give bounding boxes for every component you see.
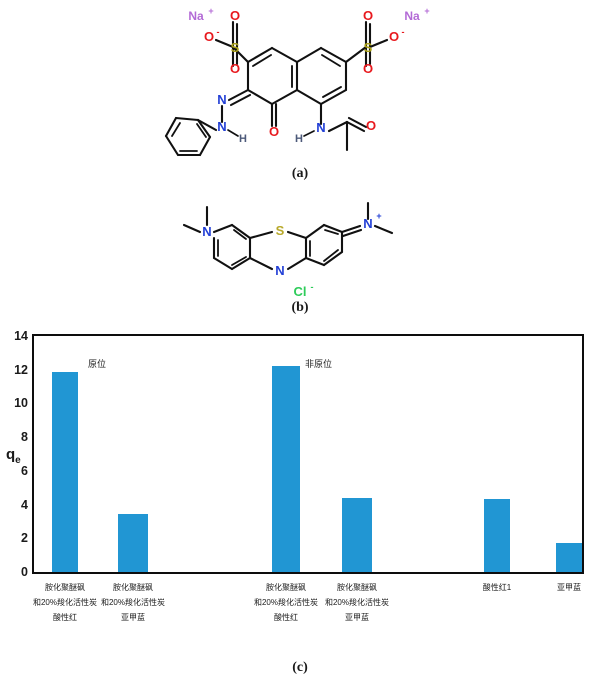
chloride-label: Cl bbox=[294, 284, 307, 299]
y-tick-12: 12 bbox=[14, 362, 28, 377]
amide-oxygen: O bbox=[366, 118, 376, 133]
y-tick-6: 6 bbox=[21, 463, 28, 478]
category-label-6: 亚甲蓝 bbox=[557, 583, 581, 592]
bar-2[interactable] bbox=[118, 513, 148, 572]
azo-nitrogen-lower: N bbox=[217, 119, 226, 134]
sodium-charge-left: + bbox=[208, 6, 213, 16]
y-tick-0: 0 bbox=[21, 565, 28, 579]
panel-b-caption: (b) bbox=[291, 300, 309, 315]
y-tick-4: 4 bbox=[21, 497, 28, 512]
category-label-4: 胺化聚醚砜 和20%羧化活性炭 亚甲蓝 bbox=[324, 583, 389, 622]
amide-nitrogen: N bbox=[316, 120, 325, 135]
bar-5[interactable] bbox=[484, 498, 510, 572]
acid-red-1-skeletal-diagram: Na + Na + O O O S O - O O S O - N N H O … bbox=[164, 6, 430, 157]
chloride-charge: - bbox=[311, 282, 314, 292]
dimethylamino-nitrogen: N bbox=[202, 224, 211, 239]
panel-a-acid-red-structure: Na + Na + O O O S O - O O S O - N N H O … bbox=[0, 0, 600, 190]
sulfonyl-o-bottom-left: O bbox=[230, 61, 240, 76]
ring-nitrogen: N bbox=[275, 263, 284, 278]
bar-3[interactable] bbox=[272, 365, 300, 572]
y-axis-tick-labels: 0 2 4 6 8 10 12 14 bbox=[0, 329, 28, 579]
panel-b-methylene-blue-structure: N S N N + Cl - (b) bbox=[0, 185, 600, 323]
annotation-1: 原位 bbox=[88, 359, 107, 369]
category-label-3: 胺化聚醚砜 和20%羧化活性炭 酸性红 bbox=[253, 583, 318, 622]
azo-nitrogen-upper: N bbox=[217, 92, 226, 107]
bar-1[interactable] bbox=[52, 372, 78, 572]
sulfonyl-o-top-left: O bbox=[230, 8, 240, 23]
panel-a-caption: (a) bbox=[291, 166, 309, 181]
sulfonyl-o-top-right: O bbox=[363, 8, 373, 23]
annotation-2: 非原位 bbox=[305, 359, 333, 369]
chart-plot-area bbox=[32, 334, 584, 574]
bar-6[interactable] bbox=[556, 543, 582, 572]
category-label-1: 胺化聚醚砜 和20%羧化活性炭 酸性红 bbox=[32, 583, 97, 622]
y-axis-title: qe bbox=[6, 446, 21, 466]
iminium-charge: + bbox=[376, 211, 381, 221]
sulfur-label: S bbox=[276, 223, 285, 238]
panel-c-caption: (c) bbox=[292, 660, 308, 675]
sodium-label-left: Na bbox=[188, 9, 204, 23]
sulfur-label-right: S bbox=[364, 40, 373, 55]
hydrogen-label-left: H bbox=[239, 133, 247, 145]
y-tick-8: 8 bbox=[21, 430, 28, 445]
sulfonate-charge-left: - bbox=[217, 27, 220, 37]
keto-oxygen: O bbox=[269, 124, 279, 139]
sulfonate-o-minus-right: O bbox=[389, 29, 399, 44]
sulfur-label-left: S bbox=[231, 40, 240, 55]
sulfonyl-o-bottom-right: O bbox=[363, 61, 373, 76]
y-tick-10: 10 bbox=[14, 396, 28, 411]
sodium-label-right: Na bbox=[404, 9, 420, 23]
bars-container bbox=[34, 336, 582, 572]
sulfonate-o-minus-left: O bbox=[204, 29, 214, 44]
category-label-2: 胺化聚醚砜 和20%羧化活性炭 亚甲蓝 bbox=[100, 583, 165, 622]
methylene-blue-skeletal-diagram: N S N N + Cl - bbox=[182, 201, 394, 299]
sodium-charge-right: + bbox=[424, 6, 429, 16]
bar-4[interactable] bbox=[342, 497, 372, 572]
hydrogen-label-right: H bbox=[295, 133, 303, 145]
sulfonate-charge-right: - bbox=[402, 27, 405, 37]
y-tick-14: 14 bbox=[14, 329, 28, 343]
iminium-nitrogen: N bbox=[363, 216, 372, 231]
category-label-5: 酸性红1 bbox=[482, 583, 512, 592]
y-tick-2: 2 bbox=[21, 531, 28, 546]
